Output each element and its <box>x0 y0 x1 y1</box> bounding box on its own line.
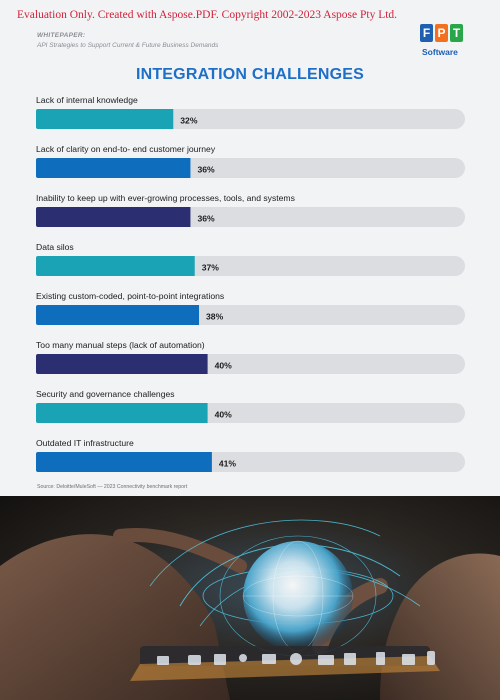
value-label: 40% <box>215 410 233 420</box>
category-label: Inability to keep up with ever-growing p… <box>36 193 295 203</box>
value-label: 40% <box>215 361 233 371</box>
whitepaper-subtitle: API Strategies to Support Current & Futu… <box>37 42 219 49</box>
category-label: Outdated IT infrastructure <box>36 438 134 448</box>
category-label: Existing custom-coded, point-to-point in… <box>36 291 224 301</box>
value-label: 32% <box>180 116 198 126</box>
bar <box>36 452 212 472</box>
bar <box>36 207 191 227</box>
logo-tile-p: P <box>435 24 448 42</box>
bar <box>36 158 191 178</box>
hero-photo <box>0 496 500 700</box>
logo-tile-f: F <box>420 24 433 42</box>
bar-chart: Lack of internal knowledge 32% Lack of cla… <box>36 95 465 472</box>
logo-tagline: Software <box>422 47 458 57</box>
bar <box>36 354 208 374</box>
category-label: Lack of clarity on end-to- end customer … <box>36 144 216 154</box>
category-label: Data silos <box>36 242 74 252</box>
category-label: Lack of internal knowledge <box>36 95 138 105</box>
value-label: 37% <box>202 263 220 273</box>
bar <box>36 403 208 423</box>
watermark-text: Evaluation Only. Created with Aspose.PDF… <box>17 9 398 21</box>
fpt-logo: F P T Software <box>420 24 465 64</box>
chart-source: Source: Deloitte/MuleSoft — 2023 Connect… <box>37 484 188 490</box>
bar <box>36 305 200 325</box>
chart-title: INTEGRATION CHALLENGES <box>135 66 365 83</box>
value-label: 36% <box>197 165 215 175</box>
category-label: Too many manual steps (lack of automatio… <box>36 340 205 350</box>
whitepaper-label: WHITEPAPER: <box>37 32 86 39</box>
category-label: Security and governance challenges <box>36 389 175 399</box>
value-label: 41% <box>219 459 237 469</box>
globe-hands-illustration <box>0 496 500 700</box>
bar <box>36 256 195 276</box>
value-label: 36% <box>197 214 215 224</box>
value-label: 38% <box>206 312 224 322</box>
logo-tile-t: T <box>450 24 463 42</box>
bar <box>36 109 174 129</box>
